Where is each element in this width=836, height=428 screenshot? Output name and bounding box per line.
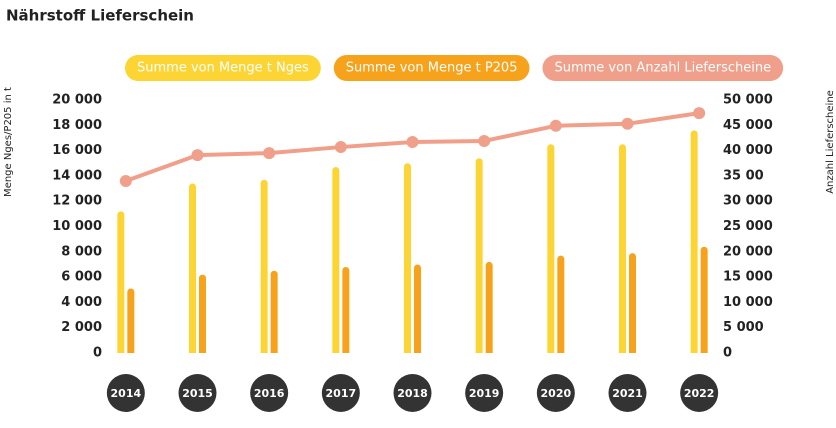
x-tick-label: 2017 (326, 387, 357, 400)
y2-axis-title: Anzahl Lieferscheine (825, 90, 836, 194)
year-badge (321, 374, 360, 412)
bar (260, 179, 268, 353)
year-badge (465, 374, 504, 412)
bar (189, 183, 196, 353)
bar (117, 211, 125, 353)
y-tick-label: 10 000 (52, 219, 102, 234)
bar (547, 144, 555, 353)
y-tick-label: 8 000 (61, 244, 102, 259)
x-tick-label: 2020 (541, 387, 572, 400)
y2-tick-label: 0 (723, 346, 732, 361)
x-tick-label: 2015 (182, 387, 213, 400)
line-marker (406, 135, 419, 148)
year-badge (393, 374, 432, 412)
bar (127, 288, 135, 353)
y2-tick-label: 5 000 (723, 320, 764, 335)
legend-label: Summe von Menge t P205 (346, 61, 518, 76)
y2-tick-label: 10 000 (723, 295, 773, 310)
bar (342, 266, 350, 353)
year-badge (250, 374, 289, 412)
y2-tick-label: 25 000 (723, 219, 773, 234)
bar (475, 158, 483, 353)
y2-tick-label: 15 000 (723, 270, 773, 285)
y-axis-title: Menge Nges/P205 in t (3, 87, 14, 197)
line-marker (549, 119, 562, 132)
year-badge (536, 374, 575, 412)
y2-tick-label: 20 000 (723, 244, 773, 259)
year-badge (178, 374, 217, 412)
x-tick-label: 2018 (397, 387, 428, 400)
y-tick-label: 18 000 (52, 118, 102, 133)
bar (619, 144, 626, 353)
y-tick-label: 2 000 (61, 320, 102, 335)
y2-tick-label: 40 000 (723, 143, 773, 158)
bar (199, 274, 206, 353)
x-tick-label: 2016 (254, 387, 285, 400)
y-tick-label: 12 000 (52, 194, 102, 209)
x-tick-label: 2019 (469, 387, 500, 400)
line-marker (693, 107, 706, 120)
legend-pill (125, 55, 321, 81)
line-marker (478, 134, 491, 147)
legend-label: Summe von Menge t Nges (137, 61, 309, 76)
line-marker (119, 174, 132, 187)
y2-tick-label: 45 000 (723, 118, 773, 133)
y-tick-label: 0 (93, 346, 102, 361)
bar (690, 130, 698, 353)
y2-tick-label: 50 000 (723, 93, 773, 108)
bar (270, 270, 278, 353)
y-tick-label: 14 000 (52, 168, 102, 183)
year-badge (106, 374, 145, 412)
line-marker (191, 149, 204, 162)
year-badge (608, 374, 647, 412)
legend-pill (333, 55, 530, 81)
y2-tick-label: 35 00 (723, 168, 764, 183)
y-tick-label: 20 000 (52, 93, 102, 108)
x-tick-label: 2021 (612, 387, 643, 400)
bar (557, 255, 565, 353)
bar (485, 261, 493, 353)
legend-pill (542, 55, 784, 81)
line-marker (621, 117, 634, 130)
bar (414, 264, 421, 353)
year-badge (680, 374, 719, 412)
y-tick-label: 16 000 (52, 143, 102, 158)
y-tick-label: 6 000 (61, 270, 102, 285)
bar (629, 253, 636, 353)
bar (404, 163, 411, 353)
legend-label: Summe von Anzahl Lieferscheine (554, 61, 771, 76)
y2-tick-label: 30 000 (723, 194, 773, 209)
x-tick-label: 2014 (111, 387, 142, 400)
bar (700, 246, 708, 353)
chart-title: Nährstoff Lieferschein (6, 7, 194, 25)
line-marker (263, 147, 276, 160)
line-marker (334, 141, 347, 154)
x-tick-label: 2022 (684, 387, 715, 400)
y-tick-label: 4 000 (61, 295, 102, 310)
bar (332, 167, 340, 353)
